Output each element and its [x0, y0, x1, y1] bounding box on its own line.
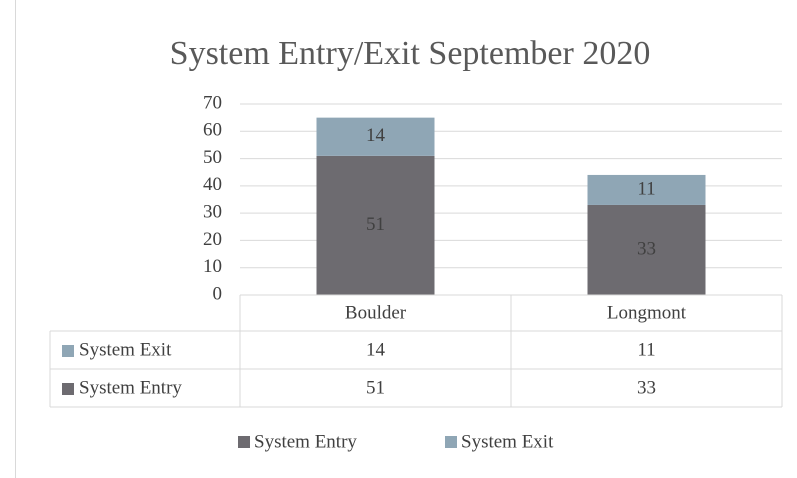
data-label: 51	[366, 214, 385, 235]
table-cell: 11	[637, 339, 655, 360]
chart-frame	[15, 0, 16, 478]
bar-segment	[316, 117, 435, 156]
table-row-label: System Entry	[79, 377, 182, 398]
table-row-label: System Exit	[79, 339, 172, 360]
y-tick-label: 10	[203, 256, 222, 277]
bar-segment	[587, 174, 706, 205]
chart-title: System Entry/Exit September 2020	[170, 35, 651, 72]
bar-segment	[587, 204, 706, 295]
legend-swatch	[238, 436, 250, 448]
data-label: 33	[637, 238, 656, 259]
table-cell: 33	[637, 377, 656, 398]
data-label: 11	[637, 178, 655, 199]
legend-label: System Entry	[254, 431, 357, 452]
legend-swatch	[445, 436, 457, 448]
y-tick-label: 30	[203, 202, 222, 223]
table-header: Boulder	[345, 302, 407, 323]
y-tick-label: 20	[203, 229, 222, 250]
bar-segment	[316, 155, 435, 295]
table-header: Longmont	[607, 302, 687, 323]
y-tick-label: 40	[203, 174, 222, 195]
table-legend-swatch	[62, 345, 74, 357]
y-tick-label: 50	[203, 147, 222, 168]
table-legend-swatch	[62, 383, 74, 395]
y-tick-label: 60	[203, 120, 222, 141]
table-cell: 14	[366, 339, 386, 360]
table-cell: 51	[366, 377, 385, 398]
y-tick-label: 70	[203, 92, 222, 113]
y-tick-label: 0	[213, 283, 223, 304]
legend-label: System Exit	[461, 431, 554, 452]
data-label: 14	[366, 125, 386, 146]
